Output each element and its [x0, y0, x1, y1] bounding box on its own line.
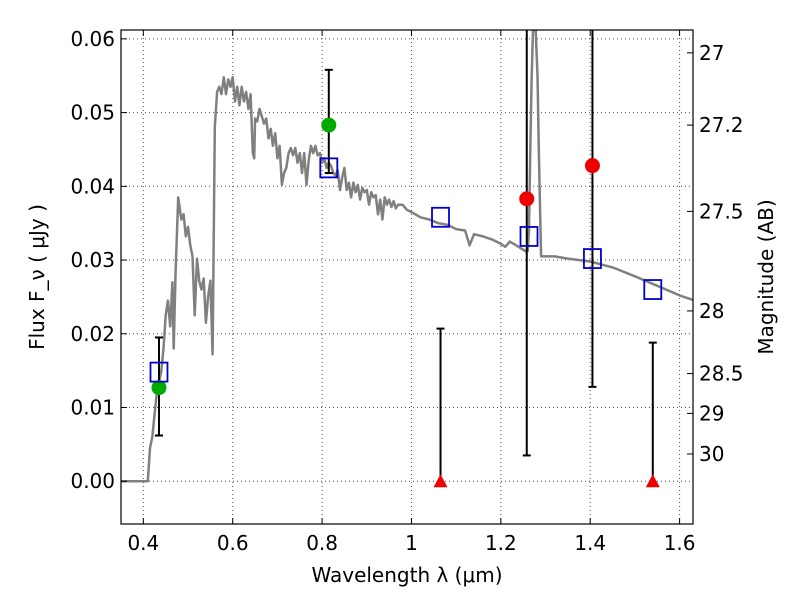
detection-point	[151, 380, 167, 396]
right-tick-label: 28	[699, 299, 724, 323]
x-axis-label: Wavelength λ (μm)	[311, 563, 502, 587]
right-tick-label: 27	[699, 41, 724, 65]
x-tick-label: 0.8	[306, 531, 338, 555]
model-photometry-square	[149, 361, 169, 383]
sed-line	[121, 30, 693, 483]
y-tick-label: 0.02	[70, 322, 115, 346]
y-tick-label: 0.00	[70, 469, 115, 493]
model-photometry-square	[583, 248, 602, 269]
axis-ticks: 0.4 0.6 0.8 1 1.2 1.4 1.6 0.00 0.01 0.02 0.03 0.04 0…	[70, 27, 743, 555]
y-tick-label: 0.03	[70, 248, 115, 272]
plot-area	[121, 30, 693, 488]
plot-frame	[120, 29, 694, 525]
x-tick-label: 1	[405, 531, 418, 555]
x-tick-label: 1.4	[574, 531, 606, 555]
right-y-axis-label: Magnitude (AB)	[754, 199, 778, 354]
right-tick-label: 27.5	[699, 199, 744, 223]
right-tick-label: 28.5	[699, 362, 744, 386]
right-tick-label: 29	[699, 401, 724, 425]
upper-limit-triangle	[433, 474, 448, 488]
y-tick-label: 0.01	[70, 396, 115, 420]
model-photometry-square	[519, 226, 539, 247]
y-tick-label: 0.06	[70, 27, 115, 51]
upper-limit-triangle	[645, 474, 660, 488]
y-tick-label: 0.05	[70, 101, 115, 125]
model-photometry-square	[431, 206, 450, 228]
right-tick-label: 30	[699, 442, 724, 466]
plot-content	[121, 30, 693, 488]
x-tick-label: 0.4	[127, 531, 159, 555]
y-tick-label: 0.04	[70, 174, 115, 198]
detection-point	[321, 117, 337, 133]
grid-lines	[121, 30, 693, 524]
x-tick-label: 1.6	[664, 531, 696, 555]
x-tick-label: 1.2	[485, 531, 517, 555]
right-tick-label: 27.2	[699, 113, 744, 137]
low-sn-point	[584, 158, 600, 174]
low-sn-point	[519, 191, 535, 207]
model-photometry-square	[643, 279, 663, 300]
y-axis-label: Flux F_ν ( μJy )	[25, 204, 49, 350]
x-tick-label: 0.6	[217, 531, 249, 555]
model-photometry-square	[319, 157, 339, 179]
